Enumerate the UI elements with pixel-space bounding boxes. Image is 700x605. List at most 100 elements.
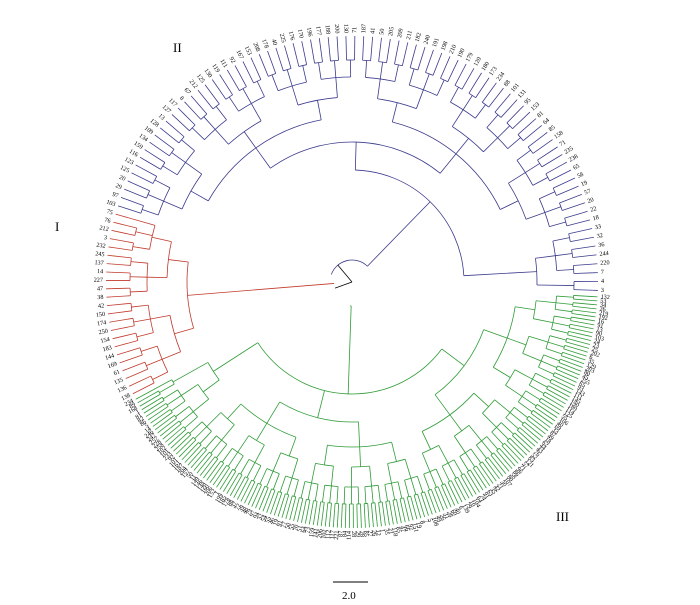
branch-tip: [517, 456, 522, 461]
tip-label: 196: [305, 27, 313, 37]
branch-tip: [397, 40, 400, 46]
branch-tip: [579, 361, 585, 365]
branch: [421, 452, 431, 472]
branch: [370, 503, 374, 523]
branch: [536, 284, 574, 286]
tip-label: 160: [200, 483, 211, 495]
branch-tip: [419, 513, 422, 519]
branch: [484, 459, 497, 476]
branch: [475, 465, 488, 482]
branch: [379, 62, 384, 80]
branch-tip: [324, 521, 327, 527]
tip-label: 93: [576, 384, 585, 393]
branch: [438, 445, 449, 464]
branch: [252, 465, 262, 482]
branch: [557, 365, 576, 374]
branch-tip: [473, 489, 477, 495]
branch: [257, 486, 266, 504]
branch-tip: [580, 202, 586, 205]
branch: [572, 309, 592, 313]
branch-arc: [313, 500, 318, 502]
branch-tip: [109, 238, 115, 240]
tip-label: 54: [260, 514, 269, 522]
branch-arc: [440, 78, 448, 83]
branch-tip: [270, 509, 273, 515]
branch: [181, 111, 196, 126]
tip-label: 209: [396, 28, 405, 38]
tip-label: 182: [414, 32, 423, 43]
branch-tip: [414, 44, 417, 50]
branch: [409, 49, 416, 68]
branch-tip: [190, 95, 195, 100]
branch: [132, 246, 150, 250]
branch-arc: [482, 399, 495, 414]
tip-label: 32: [596, 232, 603, 240]
branch-tip: [222, 487, 227, 492]
branch-tip: [588, 327, 594, 330]
branch-tip: [184, 458, 189, 463]
branch-arc: [517, 390, 527, 403]
branch: [508, 172, 526, 184]
branch-tip: [267, 50, 270, 56]
branch-tip: [255, 503, 258, 509]
tip-label: 92: [167, 454, 176, 463]
branch-tip: [528, 445, 533, 450]
branch: [124, 354, 143, 362]
branch: [358, 421, 361, 447]
branch: [169, 124, 185, 138]
branch-center: [337, 264, 353, 283]
branch: [562, 204, 581, 211]
branch: [133, 375, 152, 385]
tip-label: 71: [558, 139, 567, 148]
branch: [275, 492, 283, 511]
branch-tip: [559, 404, 564, 408]
tip-label: 138: [120, 392, 131, 402]
branch: [222, 78, 233, 96]
branch: [329, 485, 332, 503]
branch: [528, 415, 545, 429]
branch-tip: [301, 41, 304, 47]
branch: [288, 437, 297, 457]
branch: [541, 156, 559, 168]
branch: [185, 162, 202, 175]
branch-tip: [242, 61, 246, 67]
tip-label: 205: [387, 26, 395, 36]
tip-label: 202: [590, 350, 601, 359]
branch-tip: [111, 230, 117, 232]
branch-tip: [576, 369, 582, 372]
branch: [317, 100, 322, 120]
branch: [552, 322, 570, 327]
branch: [416, 476, 424, 493]
branch: [447, 482, 457, 500]
tip-label: 71: [351, 27, 358, 33]
branch: [430, 489, 439, 508]
branch-tip: [162, 435, 167, 440]
branch-arc: [392, 121, 501, 210]
branch: [128, 190, 147, 199]
branch: [424, 491, 432, 510]
tip-label: 178: [221, 497, 232, 509]
branch-tip: [120, 197, 126, 200]
branch: [549, 382, 568, 392]
branch-tip: [240, 496, 244, 502]
tip-label: 55: [288, 523, 296, 531]
tip-label: 233: [162, 451, 174, 462]
tip-label: 57: [583, 188, 591, 197]
branch: [242, 479, 253, 498]
branch: [522, 128, 539, 141]
branch: [421, 431, 431, 450]
tip-label: 13: [157, 112, 166, 121]
branch-arc: [200, 113, 208, 120]
branch-tip: [589, 323, 595, 326]
branch-tip: [124, 188, 129, 192]
tip-label: 247: [146, 432, 158, 443]
branch-tip: [275, 47, 278, 53]
branch-tip: [463, 63, 467, 69]
branch: [210, 439, 222, 454]
branch: [494, 97, 508, 113]
tip-label: 150: [95, 311, 105, 319]
tip-label: 177: [314, 26, 322, 36]
branch: [152, 371, 168, 380]
branch-tip: [407, 516, 410, 522]
branch-tip: [175, 450, 181, 455]
